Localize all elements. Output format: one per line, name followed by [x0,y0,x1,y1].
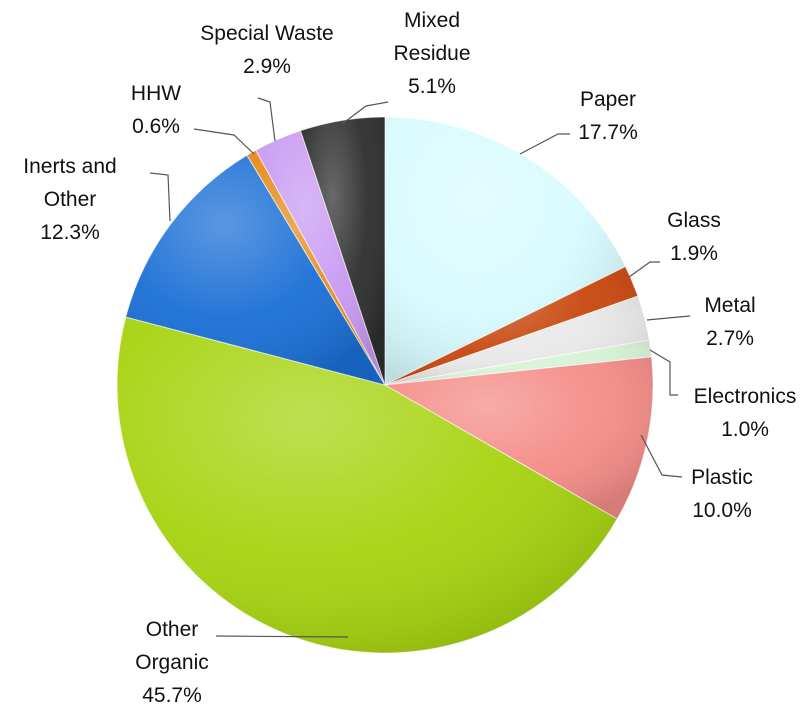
leader-hhw [193,128,255,155]
label-special-waste-percent: 2.9% [243,55,291,78]
leader-electronics [649,349,678,396]
label-mixed-residue-percent: 5.1% [408,75,456,98]
slice-gloss-inerts-and-other [125,155,385,385]
pie-slices [116,116,654,654]
label-hhw-percent: 0.6% [132,115,180,138]
slice-gloss-other-organic [116,317,618,653]
slice-gloss-electronics [385,340,652,385]
slice-gloss-mixed-residue [300,117,385,385]
leader-metal [646,315,691,321]
label-glass-percent: 1.9% [670,242,718,265]
label-metal-percent: 2.7% [706,327,754,350]
leader-special-waste [257,97,276,142]
label-mixed-residue-line-2: Residue [393,42,470,65]
slice-gloss-special-waste [255,130,385,385]
label-inerts-and-other-line-1: Inerts and [23,155,116,178]
slice-gloss-hhw [247,150,385,385]
leader-inerts-and-other [149,172,171,222]
label-hhw-line-1: HHW [131,82,181,105]
slice-labels: Paper 17.7% Glass 1.9% Metal 2.7% Electronics 1… [23,9,796,707]
label-other-organic-line-1: Other [146,618,199,641]
label-paper-line-1: Paper [580,88,636,111]
slice-gloss-metal [385,296,650,385]
label-plastic-percent: 10.0% [692,499,752,522]
slice-gloss-paper [385,117,626,385]
label-other-organic-line-2: Organic [135,651,209,674]
label-plastic-line-1: Plastic [691,466,753,489]
label-glass-line-1: Glass [667,209,721,232]
leader-glass [628,261,660,278]
label-metal-line-1: Metal [704,294,755,317]
label-special-waste-line-1: Special Waste [200,22,333,45]
slice-gloss-glass [385,266,638,385]
leader-mixed-residue [341,101,389,125]
label-other-organic-percent: 45.7% [142,684,202,707]
leader-lines [149,97,691,638]
label-electronics-line-1: Electronics [694,385,797,408]
leader-plastic [640,434,683,478]
leader-paper [519,133,570,155]
label-mixed-residue-line-1: Mixed [404,9,460,32]
slice-gloss-plastic [385,356,654,519]
label-inerts-and-other-percent: 12.3% [40,221,100,244]
leader-other-organic [215,635,349,638]
label-inerts-and-other-line-2: Other [44,188,97,211]
label-paper-percent: 17.7% [578,121,638,144]
label-electronics-percent: 1.0% [721,418,769,441]
